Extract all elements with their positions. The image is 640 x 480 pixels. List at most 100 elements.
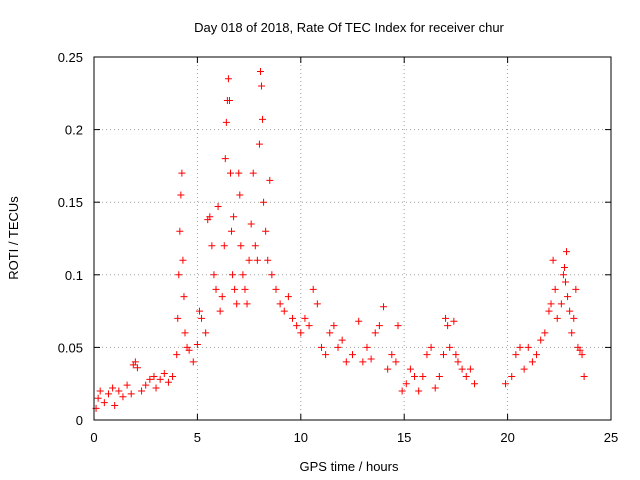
grid: [94, 57, 611, 420]
data-point: [255, 140, 263, 148]
y-axis-label: ROTI / TECUs: [6, 196, 21, 280]
data-point: [241, 285, 249, 293]
data-point: [349, 351, 356, 359]
data-point: [423, 351, 431, 359]
data-point: [541, 329, 549, 337]
data-point: [280, 307, 288, 315]
data-point: [249, 169, 257, 177]
x-tick-labels: 0 5 10 15 20 25: [90, 430, 618, 445]
data-point: [293, 322, 301, 330]
data-point: [562, 278, 570, 286]
data-point: [131, 358, 139, 366]
data-point: [193, 340, 201, 348]
data-point: [230, 213, 238, 221]
data-point: [516, 343, 524, 351]
y-tick-label: 0.15: [58, 195, 83, 210]
x-tick-label: 5: [194, 430, 201, 445]
data-point: [177, 191, 185, 199]
data-point: [245, 256, 253, 264]
data-point: [547, 300, 555, 308]
y-tick-label: 0.1: [65, 268, 83, 283]
data-point: [458, 365, 466, 373]
data-point: [239, 271, 247, 279]
data-point: [100, 399, 108, 407]
data-point: [175, 271, 183, 279]
data-point: [94, 394, 102, 402]
data-point: [435, 372, 443, 380]
data-point: [317, 343, 325, 351]
x-axis-label: GPS time / hours: [300, 459, 399, 474]
data-point: [202, 329, 210, 337]
data-point: [266, 176, 274, 184]
data-point: [297, 329, 305, 337]
y-tick-labels: 0 0.05 0.1 0.15 0.2 0.25: [58, 50, 83, 428]
data-point: [450, 317, 458, 325]
data-point: [96, 387, 104, 395]
data-point: [127, 390, 135, 398]
data-point: [228, 227, 236, 235]
data-point: [572, 285, 580, 293]
data-point: [214, 203, 222, 211]
x-tick-label: 10: [294, 430, 308, 445]
data-point: [415, 387, 423, 395]
data-point: [322, 351, 330, 359]
data-point: [178, 169, 186, 177]
data-point: [446, 343, 454, 351]
data-point: [380, 303, 388, 311]
data-point: [264, 256, 272, 264]
data-point: [243, 300, 251, 308]
data-point: [289, 314, 297, 322]
data-point: [466, 365, 474, 373]
data-point: [301, 314, 309, 322]
data-point: [334, 343, 342, 351]
data-points: [92, 68, 588, 412]
data-point: [305, 322, 313, 330]
data-point: [156, 375, 164, 383]
data-point: [119, 393, 127, 401]
data-point: [104, 390, 112, 398]
data-point: [260, 198, 268, 206]
data-point: [454, 358, 462, 366]
data-point: [355, 317, 363, 325]
data-point: [225, 97, 233, 105]
data-point: [471, 380, 479, 388]
data-point: [563, 248, 571, 256]
data-point: [545, 307, 553, 315]
data-point: [551, 285, 559, 293]
data-point: [259, 115, 267, 123]
data-point: [111, 401, 119, 409]
data-point: [524, 343, 532, 351]
data-point: [115, 387, 123, 395]
data-point: [566, 307, 574, 315]
data-point: [247, 220, 255, 228]
data-point: [388, 351, 396, 359]
data-point: [330, 322, 338, 330]
data-point: [359, 358, 367, 366]
data-point: [508, 372, 516, 380]
data-point: [363, 343, 371, 351]
data-point: [568, 329, 576, 337]
data-point: [557, 300, 565, 308]
data-point: [235, 169, 243, 177]
data-point: [502, 380, 510, 388]
y-tick-label: 0.2: [65, 123, 83, 138]
data-point: [176, 227, 184, 235]
data-point: [564, 293, 572, 301]
data-point: [560, 264, 568, 272]
data-point: [444, 322, 452, 330]
x-tick-label: 25: [604, 430, 618, 445]
data-point: [549, 256, 557, 264]
data-point: [231, 285, 239, 293]
plot-frame: [93, 56, 612, 421]
data-point: [578, 351, 586, 359]
data-point: [185, 346, 193, 354]
data-point: [439, 351, 447, 359]
data-point: [138, 387, 146, 395]
tick-marks: [93, 56, 612, 421]
data-point: [152, 384, 160, 392]
x-tick-label: 0: [90, 430, 97, 445]
y-tick-label: 0.25: [58, 50, 83, 65]
data-point: [133, 364, 141, 372]
data-point: [236, 191, 244, 199]
data-point: [146, 375, 154, 383]
